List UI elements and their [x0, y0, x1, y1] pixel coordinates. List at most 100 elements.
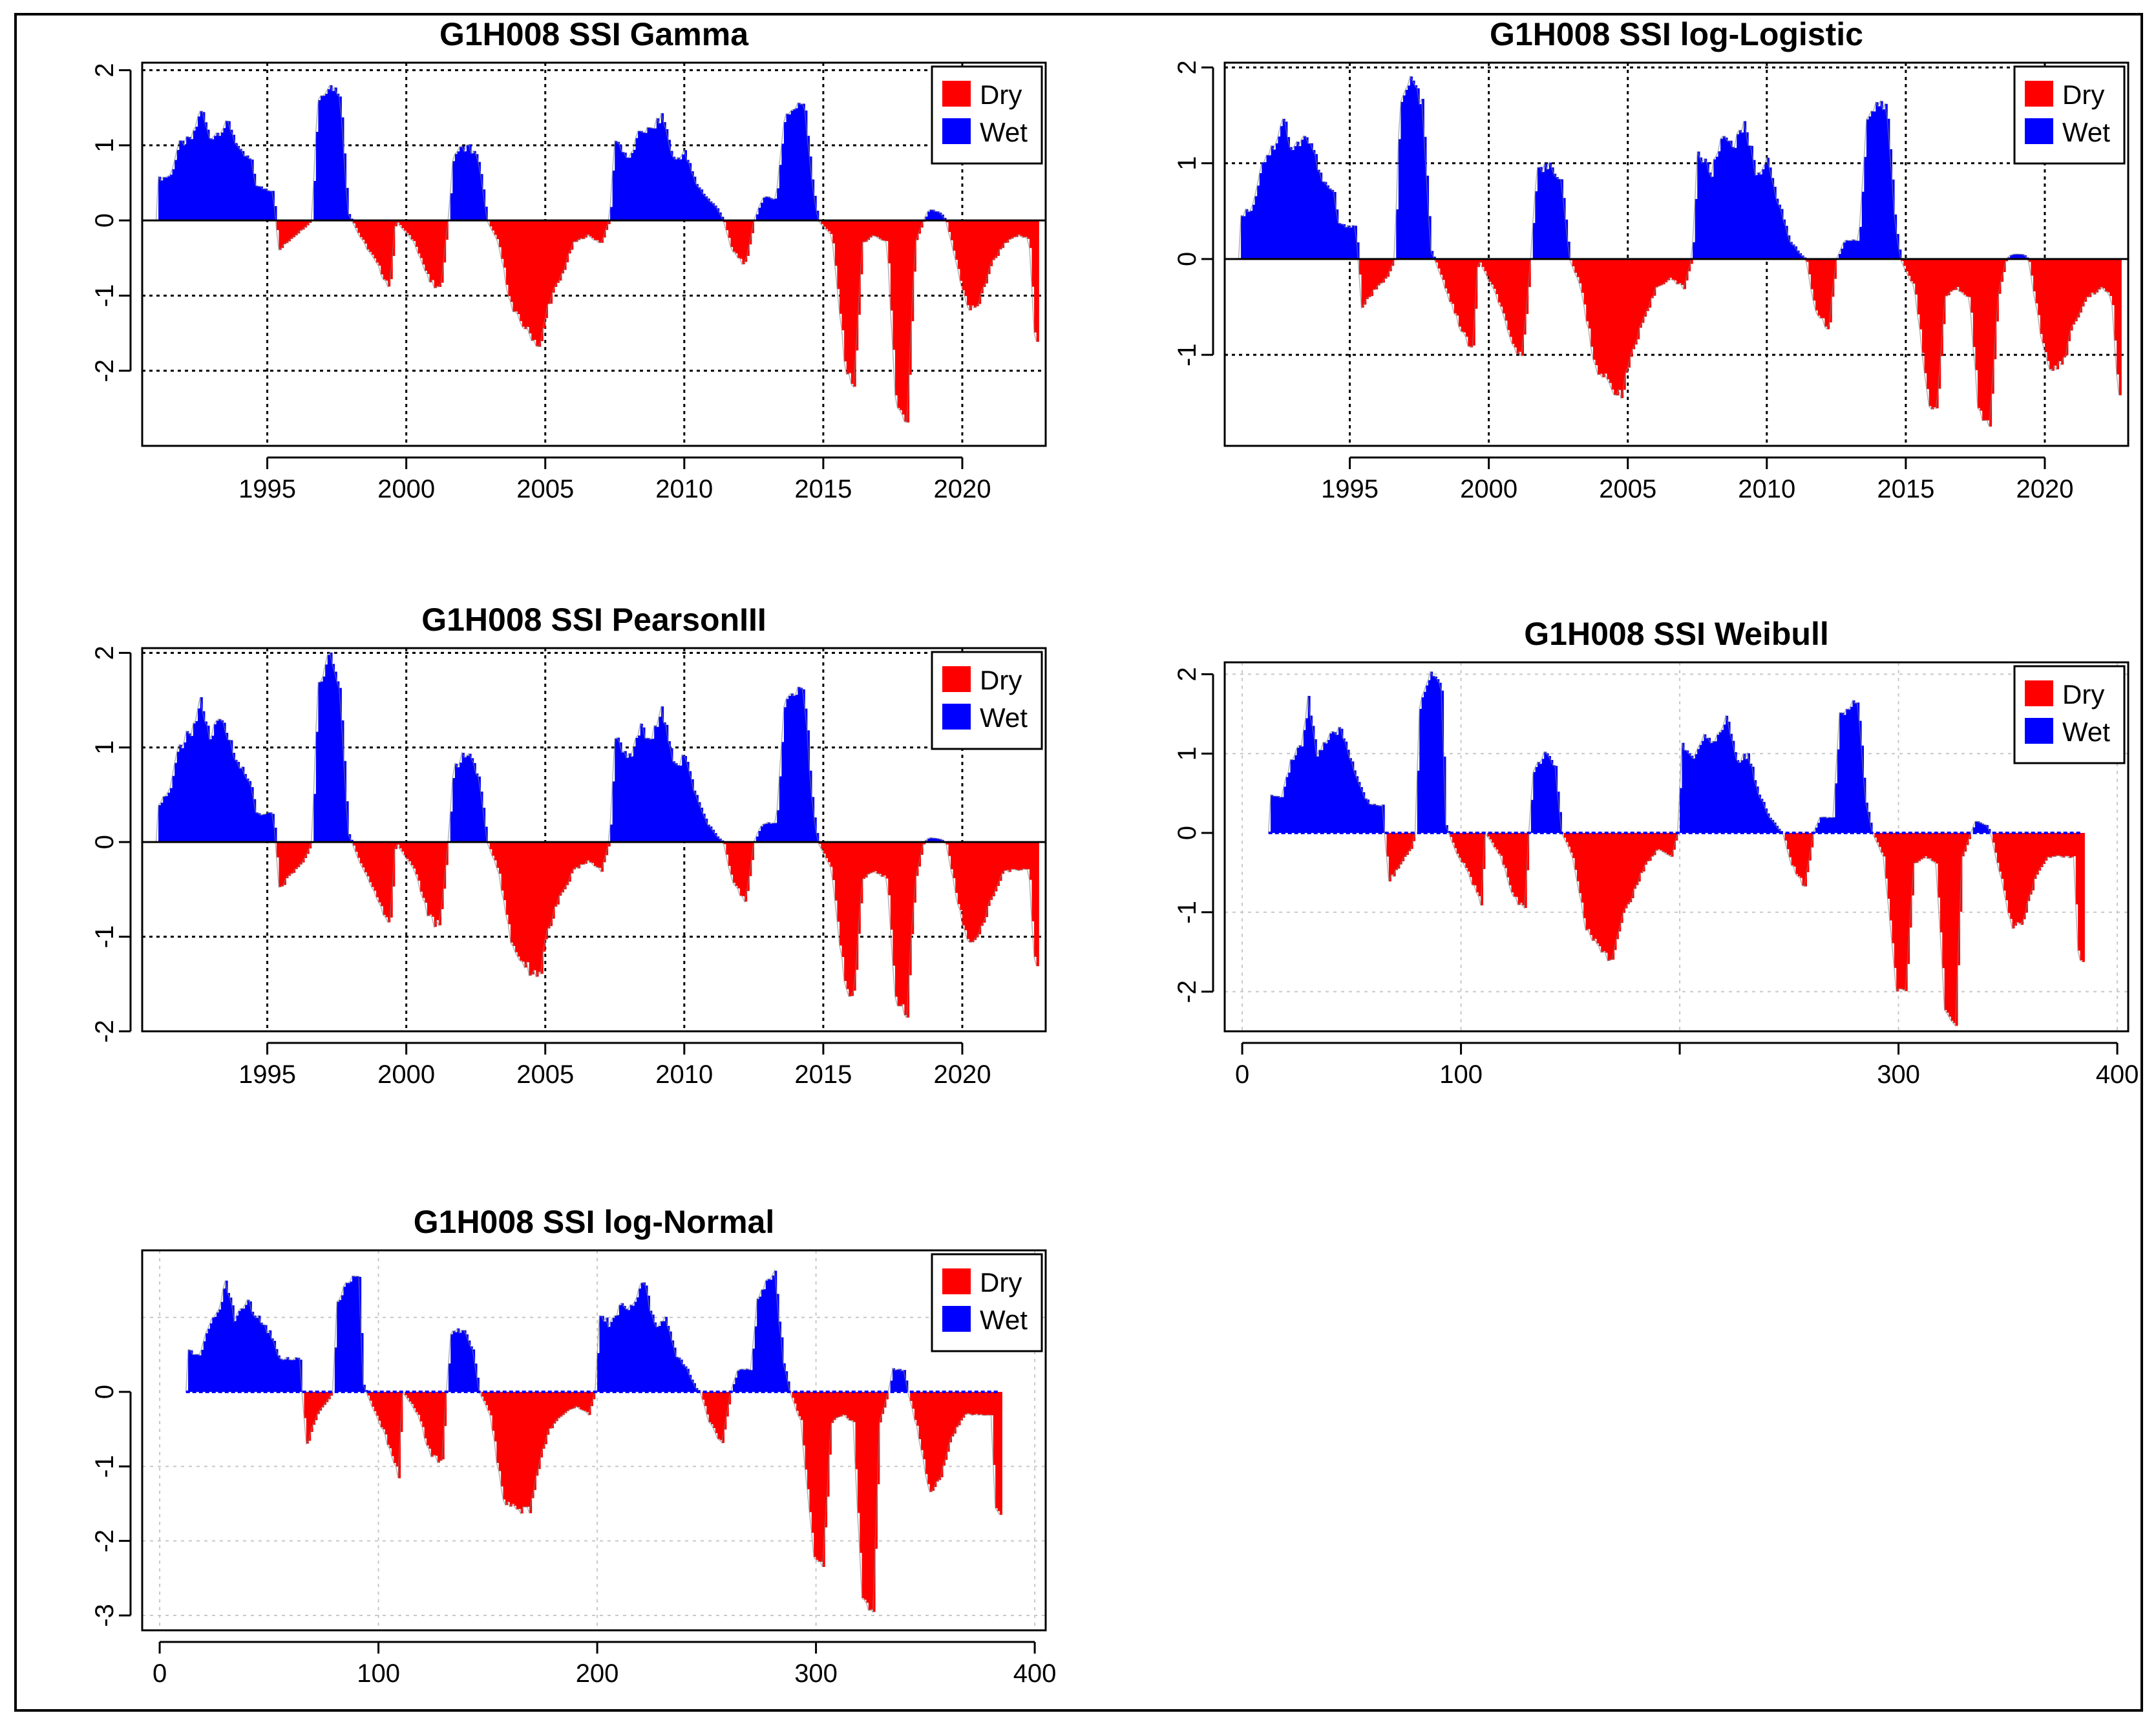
wet-bar [631, 756, 634, 843]
y-tick-label: -3 [90, 1604, 119, 1627]
dry-bar [527, 842, 530, 963]
wet-bar [1301, 140, 1304, 259]
wet-bar [1548, 755, 1551, 834]
dry-bar [1488, 258, 1492, 282]
wet-bar [929, 209, 933, 221]
wet-bar [647, 738, 650, 843]
dry-bar [742, 842, 745, 896]
dry-bar [839, 842, 843, 946]
wet-bar [1257, 185, 1260, 259]
wet-bar [1824, 817, 1827, 834]
wet-bar [1280, 126, 1284, 259]
dry-bar [1517, 833, 1521, 905]
dry-bar [2100, 258, 2104, 288]
dry-bar [594, 220, 597, 240]
dry-bar [522, 220, 525, 327]
wet-bar [661, 706, 664, 843]
wet-bar [710, 201, 713, 221]
dry-bar [531, 220, 534, 341]
dry-bar [588, 1392, 591, 1415]
wet-bar [227, 1292, 230, 1393]
wet-bar [1734, 147, 1737, 259]
wet-bar [633, 747, 637, 843]
wet-bar [334, 1347, 337, 1393]
wet-bar [1778, 204, 1781, 259]
wet-bar [204, 122, 207, 221]
dry-bar [1570, 833, 1573, 853]
wet-bar [327, 89, 330, 221]
dry-bar [503, 842, 507, 901]
dry-bar [868, 1392, 871, 1611]
dry-bar [422, 842, 425, 898]
wet-bar [1269, 155, 1272, 259]
dry-bar [1406, 833, 1409, 856]
wet-bar [754, 1326, 757, 1393]
wet-bar [679, 765, 682, 843]
y-tick-label: 1 [1173, 746, 1201, 761]
dry-bar [2033, 258, 2036, 291]
wet-bar [662, 1321, 666, 1393]
dry-bar [809, 1392, 812, 1513]
dry-bar [1574, 258, 1578, 273]
dry-bar [538, 1392, 541, 1469]
wet-bar [659, 123, 662, 221]
wet-bar [1697, 749, 1700, 834]
wet-bar [1977, 821, 1980, 834]
wet-bar [220, 1301, 224, 1393]
dry-bar [1931, 258, 1934, 410]
dry-bar [598, 220, 602, 243]
dry-bar [2070, 258, 2073, 331]
dry-bar [2010, 833, 2013, 920]
dry-bar [1493, 258, 1496, 289]
dry-bar [1583, 258, 1587, 305]
dry-bar [1607, 258, 1610, 379]
dry-bar [893, 220, 896, 350]
wet-bar [774, 823, 777, 843]
wet-bar [695, 1388, 699, 1393]
dry-bar [1924, 258, 1927, 373]
x-tick-label: 300 [794, 1659, 838, 1688]
wet-bar [767, 822, 771, 843]
dry-bar [860, 220, 863, 275]
wet-bar [927, 211, 931, 221]
wet-bar [1547, 169, 1550, 259]
wet-bar [658, 1326, 661, 1393]
dry-bar [976, 842, 979, 938]
wet-bar [269, 1330, 272, 1393]
dry-bar [832, 220, 836, 244]
dry-bar [945, 1392, 948, 1460]
dry-bar [1447, 258, 1450, 294]
wet-bar [1688, 753, 1691, 834]
dry-bar [807, 1392, 810, 1489]
dry-bar [387, 1392, 390, 1445]
wet-bar [786, 113, 789, 221]
wet-bar [230, 129, 233, 221]
dry-bar [730, 842, 734, 875]
dry-bar [1674, 258, 1677, 280]
y-tick-label: 0 [90, 213, 119, 227]
wet-bar [644, 132, 648, 221]
legend-dry-swatch [942, 666, 971, 692]
wet-bar [1412, 80, 1415, 259]
dry-bar [308, 1392, 312, 1441]
series-outline [185, 1268, 1000, 1614]
wet-bar [1850, 706, 1854, 834]
legend-wet-label: Wet [980, 1305, 1028, 1335]
dry-bar [2007, 833, 2011, 913]
legend-wet-swatch [942, 704, 971, 730]
wet-bar [271, 191, 275, 221]
y-tick-label: 0 [90, 1385, 119, 1399]
wet-bar [1555, 766, 1558, 834]
dry-bar [496, 842, 500, 868]
dry-bar [969, 220, 972, 311]
dry-bar [1598, 833, 1601, 947]
dry-bar [1505, 258, 1508, 321]
wet-bar [1773, 187, 1777, 259]
dry-bar [501, 220, 504, 259]
dry-bar [735, 842, 738, 886]
dry-bar [975, 1392, 978, 1414]
dry-bar [603, 220, 606, 238]
wet-bar [160, 803, 164, 843]
dry-bar [2063, 258, 2066, 358]
wet-bar [227, 121, 231, 221]
